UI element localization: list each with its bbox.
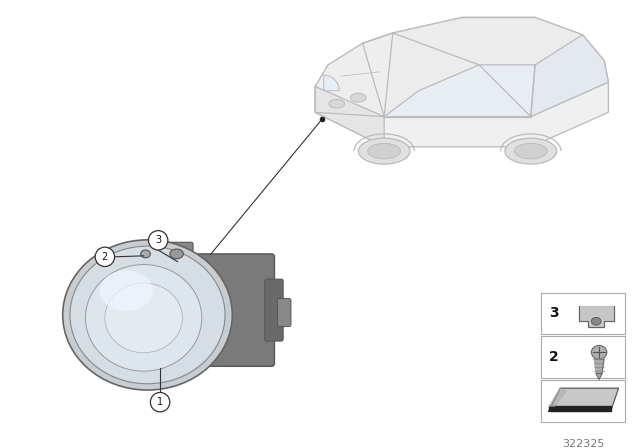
Ellipse shape <box>63 240 232 390</box>
Ellipse shape <box>591 317 601 325</box>
Text: 3: 3 <box>155 235 161 246</box>
Ellipse shape <box>170 249 183 259</box>
Polygon shape <box>548 406 611 411</box>
FancyBboxPatch shape <box>265 279 283 341</box>
Ellipse shape <box>70 246 225 384</box>
Text: 322325: 322325 <box>562 439 604 448</box>
Ellipse shape <box>358 138 410 164</box>
Ellipse shape <box>105 283 182 353</box>
FancyBboxPatch shape <box>181 254 275 366</box>
Ellipse shape <box>368 143 401 159</box>
Circle shape <box>95 247 115 267</box>
Polygon shape <box>315 86 384 147</box>
Bar <box>541 380 625 422</box>
Text: 3: 3 <box>548 306 558 320</box>
Bar <box>541 293 625 334</box>
Ellipse shape <box>505 138 557 164</box>
Polygon shape <box>596 374 602 379</box>
Ellipse shape <box>351 93 366 102</box>
Circle shape <box>150 392 170 412</box>
Ellipse shape <box>100 271 153 311</box>
Ellipse shape <box>86 265 202 371</box>
FancyBboxPatch shape <box>136 242 193 266</box>
Polygon shape <box>363 17 609 116</box>
Text: 2: 2 <box>548 350 559 364</box>
Polygon shape <box>315 17 609 147</box>
Polygon shape <box>548 388 618 411</box>
Ellipse shape <box>515 143 547 159</box>
Text: 2: 2 <box>102 252 108 262</box>
FancyBboxPatch shape <box>164 367 190 377</box>
Ellipse shape <box>141 250 150 258</box>
Polygon shape <box>531 34 609 116</box>
Circle shape <box>148 231 168 250</box>
Ellipse shape <box>329 99 344 108</box>
Bar <box>541 336 625 378</box>
Polygon shape <box>595 359 604 374</box>
Wedge shape <box>324 75 339 91</box>
Polygon shape <box>548 388 566 406</box>
Ellipse shape <box>591 345 607 359</box>
Polygon shape <box>315 33 393 116</box>
Text: 1: 1 <box>157 397 163 407</box>
Polygon shape <box>384 65 535 116</box>
Polygon shape <box>579 306 614 327</box>
FancyBboxPatch shape <box>277 298 291 327</box>
